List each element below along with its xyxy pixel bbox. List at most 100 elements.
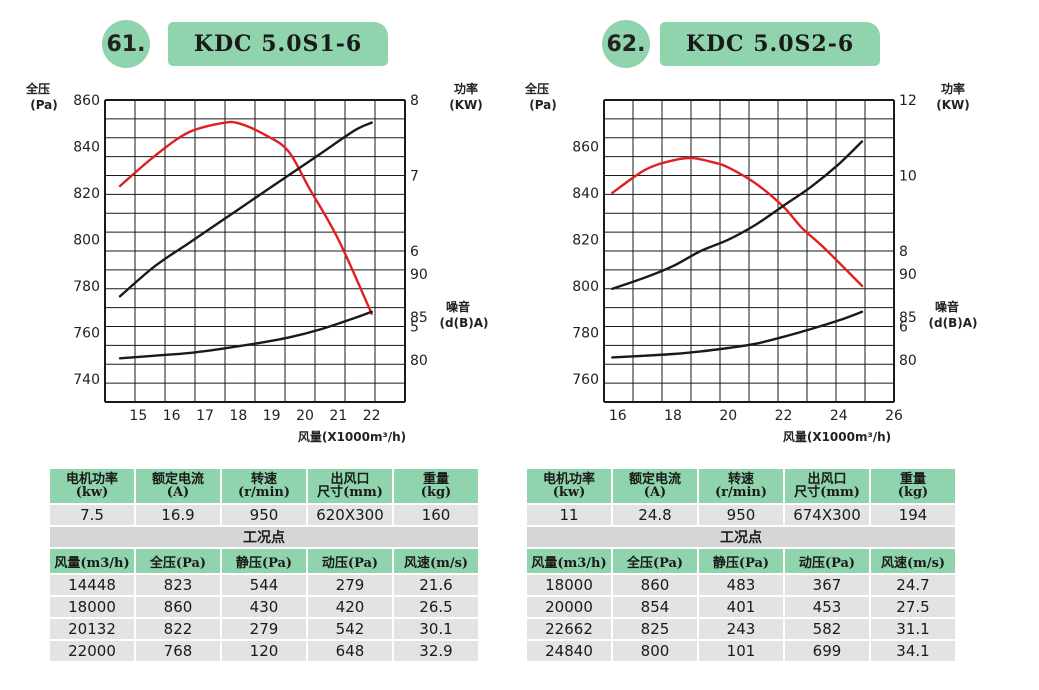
op-header-cell: 动压(Pa) bbox=[308, 549, 392, 573]
spec-value-cell: 16.9 bbox=[136, 505, 220, 525]
airflow-tick-label: 20 bbox=[719, 408, 737, 424]
model-number-badge: 62. bbox=[602, 20, 650, 68]
op-cell: 24.7 bbox=[871, 575, 955, 595]
power-tick-label: 7 bbox=[410, 169, 419, 185]
spec-value-cell: 950 bbox=[699, 505, 783, 525]
op-cell: 14448 bbox=[50, 575, 134, 595]
pressure-tick-label: 820 bbox=[572, 232, 599, 248]
airflow-tick-label: 18 bbox=[229, 408, 247, 424]
power-tick-label: 6 bbox=[899, 320, 908, 336]
spec-value-cell: 11 bbox=[527, 505, 611, 525]
power-tick-label: 10 bbox=[899, 169, 917, 185]
spec-header-cell: 出风口 尺寸(mm) bbox=[785, 469, 869, 503]
pressure-tick-label: 820 bbox=[73, 186, 100, 202]
airflow-tick-label: 20 bbox=[296, 408, 314, 424]
op-cell: 860 bbox=[613, 575, 697, 595]
airflow-tick-label: 16 bbox=[163, 408, 181, 424]
power-tick-label: 6 bbox=[410, 244, 419, 260]
power-tick-label: 8 bbox=[899, 244, 908, 260]
power-curve bbox=[118, 121, 373, 298]
op-cell: 22662 bbox=[527, 619, 611, 639]
op-cell: 582 bbox=[785, 619, 869, 639]
pressure-axis-label: 全压 bbox=[524, 81, 549, 96]
power-axis-label: 功率 bbox=[941, 81, 965, 96]
pressure-tick-label: 760 bbox=[73, 325, 100, 341]
pressure-tick-label: 800 bbox=[73, 232, 100, 248]
op-cell: 453 bbox=[785, 597, 869, 617]
op-cell: 101 bbox=[699, 641, 783, 661]
grid bbox=[104, 99, 406, 403]
op-header-cell: 风速(m/s) bbox=[871, 549, 955, 573]
op-cell: 860 bbox=[136, 597, 220, 617]
op-cell: 27.5 bbox=[871, 597, 955, 617]
spec-value-cell: 194 bbox=[871, 505, 955, 525]
spec-value-cell: 24.8 bbox=[613, 505, 697, 525]
op-cell: 120 bbox=[222, 641, 306, 661]
op-row: 20132 822 279 542 30.1 bbox=[50, 619, 478, 639]
op-header-cell: 全压(Pa) bbox=[613, 549, 697, 573]
spec-header-cell: 转速 (r/min) bbox=[699, 469, 783, 503]
spec-header-cell: 电机功率 (kw) bbox=[527, 469, 611, 503]
op-cell: 31.1 bbox=[871, 619, 955, 639]
power-unit-label: (KW) bbox=[449, 98, 483, 112]
airflow-tick-label: 21 bbox=[329, 408, 347, 424]
op-row: 18000 860 430 420 26.5 bbox=[50, 597, 478, 617]
op-row: 24840 800 101 699 34.1 bbox=[527, 641, 955, 661]
section-title: 工况点 bbox=[527, 527, 955, 547]
op-header-cell: 静压(Pa) bbox=[699, 549, 783, 573]
op-cell: 20000 bbox=[527, 597, 611, 617]
noise-tick-label: 90 bbox=[899, 267, 917, 283]
op-row: 20000 854 401 453 27.5 bbox=[527, 597, 955, 617]
pressure-tick-label: 800 bbox=[572, 279, 599, 295]
op-cell: 32.9 bbox=[394, 641, 478, 661]
noise-tick-label: 80 bbox=[410, 353, 428, 369]
op-cell: 367 bbox=[785, 575, 869, 595]
spec-header-cell: 出风口 尺寸(mm) bbox=[308, 469, 392, 503]
noise-tick-label: 85 bbox=[410, 310, 428, 326]
spec-value-cell: 620X300 bbox=[308, 505, 392, 525]
spec-header-cell: 重量 (kg) bbox=[871, 469, 955, 503]
power-axis-label: 功率 bbox=[454, 81, 478, 96]
power-tick-label: 12 bbox=[899, 93, 917, 109]
op-cell: 243 bbox=[699, 619, 783, 639]
op-cell: 279 bbox=[308, 575, 392, 595]
noise-curve bbox=[118, 310, 373, 360]
op-cell: 34.1 bbox=[871, 641, 955, 661]
spec-header-row: 电机功率 (kw) 额定电流 (A) 转速 (r/min) 出风口 尺寸(mm) 重量(… bbox=[527, 469, 955, 503]
op-cell: 768 bbox=[136, 641, 220, 661]
op-header-cell: 风速(m/s) bbox=[394, 549, 478, 573]
performance-chart: 全压 (Pa) 功率 (KW) 噪音 (d(B)A) 风量(X1000m³/h)… bbox=[524, 81, 977, 444]
spec-value-row: 11 24.8 950 674X300 194 bbox=[527, 505, 955, 525]
pressure-tick-label: 780 bbox=[73, 279, 100, 295]
pressure-tick-label: 780 bbox=[572, 325, 599, 341]
section-title-row: 工况点 bbox=[50, 527, 478, 547]
op-cell: 279 bbox=[222, 619, 306, 639]
pressure-tick-label: 860 bbox=[572, 139, 599, 155]
pressure-unit-label: (Pa) bbox=[529, 98, 557, 112]
op-header-cell: 风量(m3/h) bbox=[527, 549, 611, 573]
op-cell: 854 bbox=[613, 597, 697, 617]
op-cell: 800 bbox=[613, 641, 697, 661]
op-cell: 18000 bbox=[527, 575, 611, 595]
op-cell: 22000 bbox=[50, 641, 134, 661]
pressure-tick-label: 740 bbox=[73, 372, 100, 388]
op-cell: 24840 bbox=[527, 641, 611, 661]
model-title: KDC 5.0S1-6 bbox=[168, 22, 388, 66]
fan-panel-61: 61. KDC 5.0S1-6 全压 (Pa) 功率 (KW) 噪音 (d(B)… bbox=[0, 0, 519, 690]
noise-tick-label: 80 bbox=[899, 353, 917, 369]
op-row: 18000 860 483 367 24.7 bbox=[527, 575, 955, 595]
noise-tick-label: 85 bbox=[899, 310, 917, 326]
noise-axis-label: 噪音 bbox=[935, 299, 959, 314]
op-cell: 18000 bbox=[50, 597, 134, 617]
model-number-badge: 61. bbox=[102, 20, 150, 68]
op-cell: 21.6 bbox=[394, 575, 478, 595]
airflow-tick-label: 19 bbox=[263, 408, 281, 424]
op-cell: 648 bbox=[308, 641, 392, 661]
power-unit-label: (KW) bbox=[936, 98, 970, 112]
spec-value-cell: 7.5 bbox=[50, 505, 134, 525]
op-cell: 430 bbox=[222, 597, 306, 617]
op-cell: 483 bbox=[699, 575, 783, 595]
noise-tick-label: 90 bbox=[410, 267, 428, 283]
spec-value-cell: 674X300 bbox=[785, 505, 869, 525]
airflow-tick-label: 26 bbox=[885, 408, 903, 424]
